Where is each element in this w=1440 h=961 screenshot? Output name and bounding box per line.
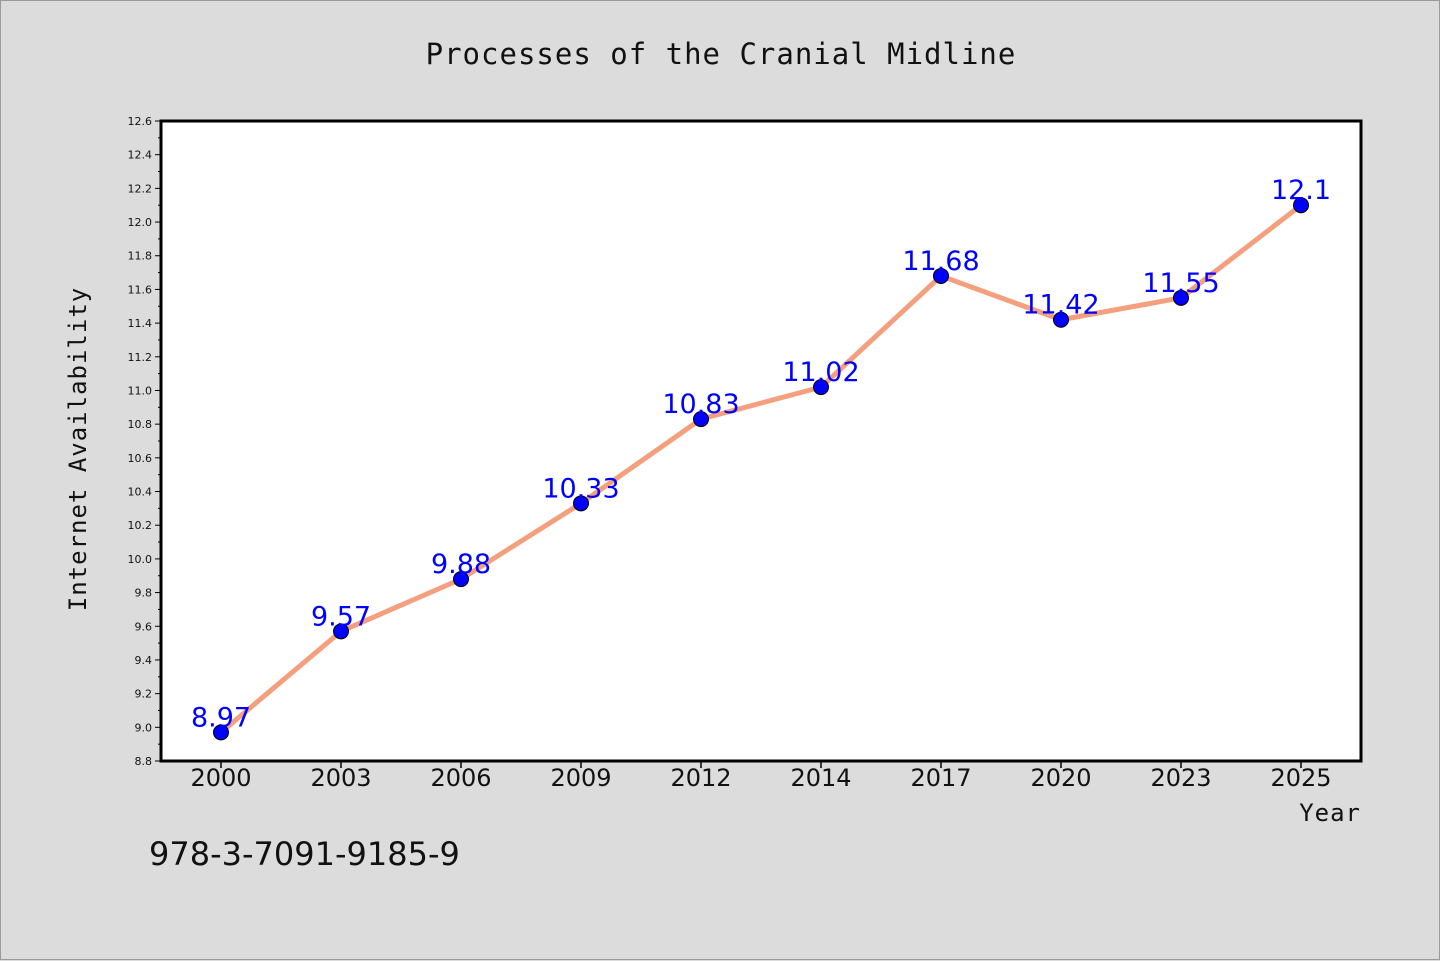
x-tick-label: 2017 <box>910 764 971 792</box>
y-tick-label: 11.8 <box>128 250 153 263</box>
data-point-marker <box>813 379 829 396</box>
data-point-label: 9.88 <box>431 549 491 580</box>
y-tick-label: 10.4 <box>128 486 153 499</box>
data-point-label: 8.97 <box>191 702 251 733</box>
plot-border <box>159 119 1363 763</box>
x-tick-label: 2020 <box>1030 764 1091 792</box>
data-point-label: 10.33 <box>542 473 619 504</box>
y-axis-label: Internet Availability <box>64 287 92 611</box>
data-point-marker <box>333 623 349 640</box>
x-tick-label: 2006 <box>430 764 491 792</box>
data-labels: 8.97 9.57 9.88 10.33 10.83 11.02 11.68 11.42 11.… <box>191 175 1331 733</box>
y-tick-label: 10.8 <box>128 418 153 431</box>
y-tick-label: 9.6 <box>135 620 153 633</box>
plot-area <box>161 121 1361 761</box>
data-point-marker <box>573 495 589 512</box>
data-point-label: 11.55 <box>1142 268 1219 299</box>
data-point-marker <box>1053 311 1069 328</box>
y-tick-label: 12.0 <box>128 216 153 229</box>
x-tick-label: 2009 <box>550 764 611 792</box>
x-tick-label: 2023 <box>1150 764 1211 792</box>
data-point-marker <box>453 571 469 588</box>
data-point-label: 11.42 <box>1022 290 1099 321</box>
y-tick-label: 9.2 <box>135 688 153 701</box>
x-tick-label: 2000 <box>190 764 251 792</box>
y-tick-label: 9.8 <box>135 587 153 600</box>
y-tick-label: 11.0 <box>128 384 153 397</box>
x-axis-ticks: 2000 2003 2006 2009 2012 2014 2017 2020 2023 2025 <box>190 761 1332 792</box>
data-point-marker <box>1173 289 1189 306</box>
x-tick-label: 2014 <box>790 764 851 792</box>
isbn-text: 978-3-7091-9185-9 <box>149 835 460 873</box>
x-tick-label: 2025 <box>1270 764 1331 792</box>
y-tick-label: 10.0 <box>128 553 153 566</box>
y-tick-label: 12.6 <box>128 115 153 128</box>
data-point-label: 12.1 <box>1271 175 1331 206</box>
y-tick-label: 9.0 <box>135 721 153 734</box>
y-tick-label: 10.6 <box>128 452 153 465</box>
y-tick-label: 11.6 <box>128 283 153 296</box>
data-point-label: 11.02 <box>782 357 859 388</box>
y-tick-label: 12.4 <box>128 149 153 162</box>
y-tick-label: 11.2 <box>128 351 153 364</box>
x-tick-label: 2012 <box>670 764 731 792</box>
data-point-marker <box>1293 197 1309 214</box>
data-point-marker <box>693 411 709 428</box>
y-tick-label: 10.2 <box>128 519 153 532</box>
y-axis-ticks: 8.8 9.0 9.2 9.4 9.6 9.8 10.0 10.2 10.4 10.6 10.8 11… <box>128 115 161 768</box>
y-tick-label: 11.4 <box>128 317 153 330</box>
y-tick-label: 12.2 <box>128 182 153 195</box>
chart-title: Processes of the Cranial Midline <box>426 37 1017 71</box>
data-point-marker <box>933 267 949 284</box>
x-tick-label: 2003 <box>310 764 371 792</box>
series-markers <box>213 197 1309 741</box>
series-line <box>218 202 1304 735</box>
x-axis-label: Year <box>1299 799 1361 827</box>
y-tick-label: 9.4 <box>135 654 153 667</box>
data-point-label: 10.83 <box>662 389 739 420</box>
data-point-label: 11.68 <box>902 246 979 277</box>
y-tick-label: 8.8 <box>135 755 153 768</box>
data-point-marker <box>213 724 229 741</box>
data-point-label: 9.57 <box>311 601 371 632</box>
